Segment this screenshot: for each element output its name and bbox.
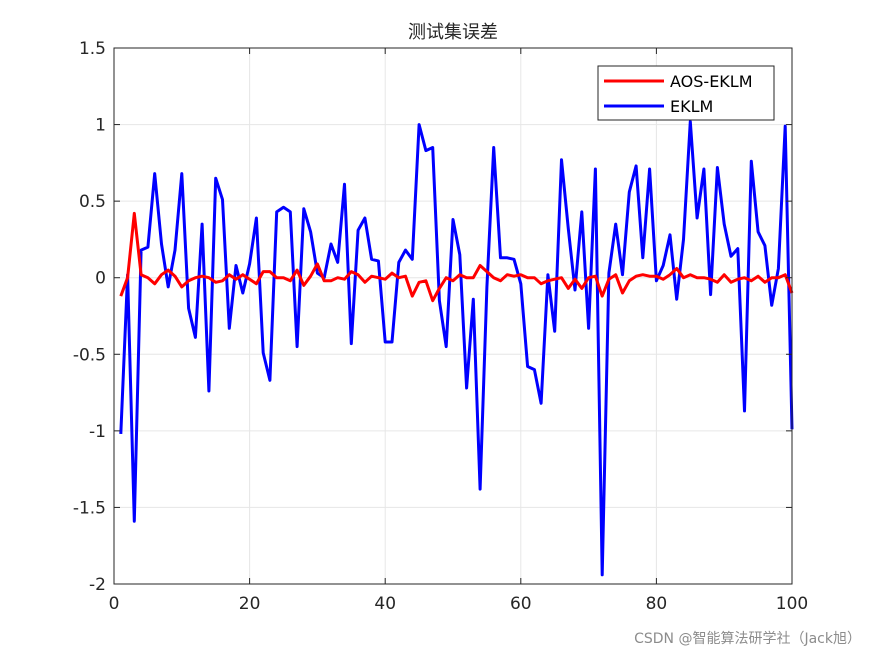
chart-title: 测试集误差: [408, 22, 498, 43]
series-layer: [119, 120, 794, 577]
y-tick-label: -1.5: [73, 498, 106, 518]
y-tick-label: -0.5: [73, 345, 106, 365]
legend-box: [597, 65, 775, 121]
ticks: 0 20 40 60 80 100 -2 -1.5 -1 -0.5 0 0.5 1 1.5: [73, 39, 808, 614]
plot-frame: [113, 47, 793, 585]
y-tick-label: 0.5: [79, 192, 106, 212]
series-line-aos-eklm: [119, 211, 794, 303]
y-tick-label: -2: [89, 575, 106, 595]
x-tick-label: 60: [510, 594, 532, 614]
y-tick-label: 1: [95, 116, 106, 136]
y-tick-label: 1.5: [79, 39, 106, 59]
x-tick-label: 0: [109, 594, 120, 614]
x-tick-label: 40: [374, 594, 396, 614]
series-line-eklm: [119, 120, 794, 577]
x-tick-label: 20: [239, 594, 261, 614]
watermark: CSDN @智能算法研学社（Jack旭）: [634, 631, 861, 647]
x-tick-label: 80: [646, 594, 668, 614]
plot-background: [114, 48, 792, 584]
x-tick-label: 100: [776, 594, 808, 614]
legend-label: AOS-EKLM: [670, 72, 753, 91]
legend-label: EKLM: [670, 97, 713, 116]
legend: AOS-EKLM EKLM: [597, 65, 775, 121]
y-tick-label: 0: [95, 269, 106, 289]
y-tick-label: -1: [89, 422, 106, 442]
